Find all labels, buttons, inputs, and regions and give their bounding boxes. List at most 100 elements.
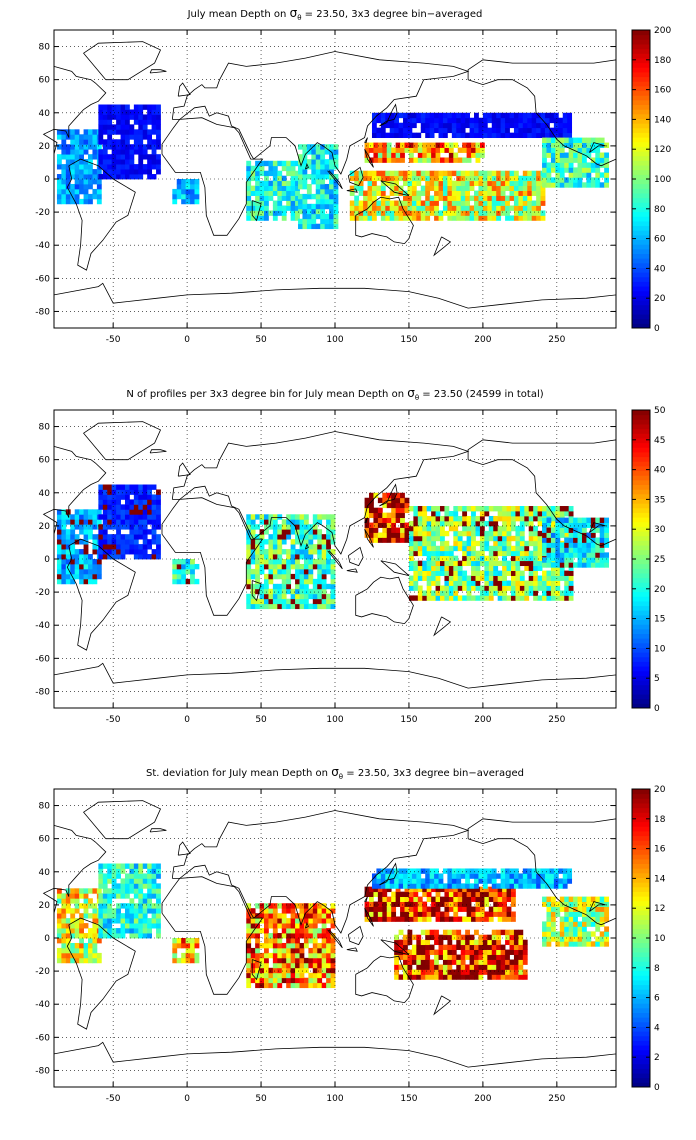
std-dev-bin bbox=[373, 891, 379, 898]
profile-count-bin bbox=[259, 563, 265, 570]
profile-count-bin bbox=[92, 563, 98, 570]
mean-depth-bin bbox=[74, 179, 80, 185]
std-dev-bin bbox=[550, 921, 556, 927]
mean-depth-bin bbox=[96, 188, 102, 195]
mean-depth-bin bbox=[138, 154, 144, 160]
mean-depth-bin bbox=[577, 177, 583, 183]
std-dev-bin bbox=[398, 964, 404, 970]
profile-count-bin bbox=[373, 507, 379, 514]
std-dev-bin bbox=[290, 967, 296, 974]
mean-depth-bin bbox=[460, 112, 466, 119]
std-dev-bin bbox=[540, 873, 546, 879]
colorbar-segment bbox=[632, 656, 650, 662]
std-dev-bin bbox=[568, 901, 574, 907]
std-dev-bin bbox=[308, 952, 314, 959]
profile-count-bin bbox=[79, 554, 84, 560]
mean-depth-bin bbox=[120, 159, 126, 165]
std-dev-bin bbox=[488, 911, 494, 917]
mean-depth-bin bbox=[546, 152, 552, 158]
colorbar-segment bbox=[632, 39, 650, 45]
mean-depth-bin bbox=[371, 210, 377, 216]
mean-depth-bin bbox=[259, 200, 265, 206]
std-dev-bin bbox=[259, 982, 265, 989]
profile-count-bin bbox=[462, 540, 468, 547]
profile-count-bin bbox=[408, 575, 414, 581]
mean-depth-bin bbox=[487, 205, 493, 211]
std-dev-bin bbox=[417, 886, 423, 893]
y-tick-label: -40 bbox=[35, 241, 50, 251]
std-dev-bin bbox=[426, 916, 432, 922]
std-dev-bin bbox=[56, 928, 62, 934]
std-dev-bin bbox=[74, 947, 80, 954]
mean-depth-bin bbox=[74, 174, 80, 180]
mean-depth-bin bbox=[513, 117, 519, 124]
mean-depth-bin bbox=[394, 200, 399, 206]
mean-depth-bin bbox=[568, 172, 574, 178]
mean-depth-bin bbox=[482, 215, 488, 221]
profile-count-bin bbox=[176, 568, 182, 575]
mean-depth-bin bbox=[531, 210, 537, 216]
profile-count-bin bbox=[246, 573, 252, 580]
profile-count-bin bbox=[246, 598, 252, 605]
std-dev-bin bbox=[98, 898, 104, 904]
profile-count-bin bbox=[435, 506, 441, 512]
std-dev-bin bbox=[553, 868, 559, 874]
profile-count-bin bbox=[303, 549, 309, 555]
std-dev-bin bbox=[466, 896, 472, 902]
x-tick-label: 0 bbox=[184, 1094, 190, 1104]
profile-count-bin bbox=[83, 559, 89, 565]
colorbar-segment bbox=[632, 81, 650, 87]
mean-depth-bin bbox=[417, 147, 423, 153]
std-dev-bin bbox=[573, 941, 578, 947]
mean-depth-bin bbox=[509, 132, 515, 139]
profile-count-bin bbox=[330, 568, 336, 575]
mean-depth-bin bbox=[536, 190, 541, 196]
profile-count-bin bbox=[453, 585, 459, 591]
std-dev-bin bbox=[442, 934, 448, 941]
mean-depth-bin bbox=[434, 170, 439, 177]
y-tick-label: 40 bbox=[39, 109, 51, 119]
profile-count-bin bbox=[129, 499, 135, 505]
std-dev-bin bbox=[65, 903, 71, 909]
std-dev-bin bbox=[456, 964, 462, 970]
profile-count-bin bbox=[568, 510, 574, 517]
std-dev-bin bbox=[83, 947, 89, 954]
profile-count-bin bbox=[581, 527, 587, 533]
profile-count-bin bbox=[533, 570, 539, 576]
mean-depth-bin bbox=[74, 193, 80, 200]
std-dev-bin bbox=[434, 959, 439, 965]
std-dev-bin bbox=[303, 942, 309, 949]
mean-depth-bin bbox=[581, 167, 587, 173]
mean-depth-bin bbox=[98, 109, 104, 115]
std-dev-bin bbox=[268, 967, 274, 974]
coastline-outline bbox=[347, 925, 364, 946]
mean-depth-bin bbox=[407, 122, 413, 129]
mean-depth-bin bbox=[500, 200, 506, 206]
colorbar-segment bbox=[632, 470, 650, 476]
mean-depth-bin bbox=[546, 177, 552, 183]
mean-depth-bin bbox=[306, 223, 312, 230]
coastline-outline bbox=[379, 103, 398, 127]
mean-depth-bin bbox=[98, 124, 104, 130]
mean-depth-bin bbox=[555, 152, 561, 158]
mean-depth-bin bbox=[277, 175, 283, 182]
profile-count-bin bbox=[326, 544, 331, 550]
std-dev-bin bbox=[451, 969, 457, 975]
std-dev-bin bbox=[491, 929, 497, 936]
profile-count-bin bbox=[290, 603, 296, 610]
mean-depth-bin bbox=[491, 180, 497, 187]
std-dev-bin bbox=[513, 939, 519, 946]
std-dev-bin bbox=[65, 918, 71, 924]
std-dev-bin bbox=[295, 972, 300, 979]
std-dev-bin bbox=[447, 878, 453, 884]
profile-count-bin bbox=[537, 585, 543, 591]
mean-depth-bin bbox=[434, 122, 439, 129]
std-dev-bin bbox=[417, 896, 423, 902]
profile-count-bin bbox=[138, 529, 144, 535]
std-dev-bin bbox=[299, 962, 305, 969]
profile-count-bin bbox=[475, 540, 481, 547]
std-dev-bin bbox=[371, 878, 377, 884]
std-dev-bin bbox=[290, 903, 296, 909]
colorbar-segment bbox=[632, 942, 650, 948]
mean-depth-bin bbox=[107, 164, 113, 170]
